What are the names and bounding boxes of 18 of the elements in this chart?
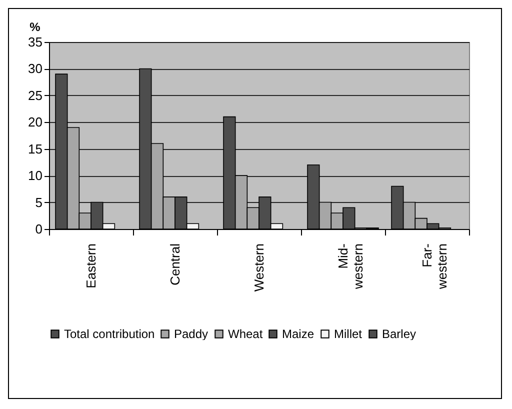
y-tick-label: 25 [28, 88, 42, 103]
x-tick-label: Far-western [420, 244, 450, 290]
y-tick-label: 0 [35, 222, 42, 236]
y-tick-label: 15 [28, 141, 42, 156]
x-tick-label: Eastern [84, 244, 98, 288]
y-tick-label: 5 [35, 194, 42, 210]
y-tick-label: 30 [28, 61, 42, 76]
y-tick-label: 10 [28, 168, 42, 184]
x-tick-label: Mid-western [336, 244, 366, 290]
y-axis-title: % [30, 20, 41, 34]
legend-label: Wheat [228, 327, 264, 341]
legend-label: Millet [334, 327, 363, 341]
x-tick-label: Western [252, 244, 266, 292]
legend-label: Total contribution [64, 327, 155, 341]
y-tick-label: 20 [28, 114, 42, 130]
x-tick-label: Central [168, 243, 182, 286]
legend-label: Maize [282, 327, 314, 341]
y-tick-label: 35 [28, 34, 42, 50]
